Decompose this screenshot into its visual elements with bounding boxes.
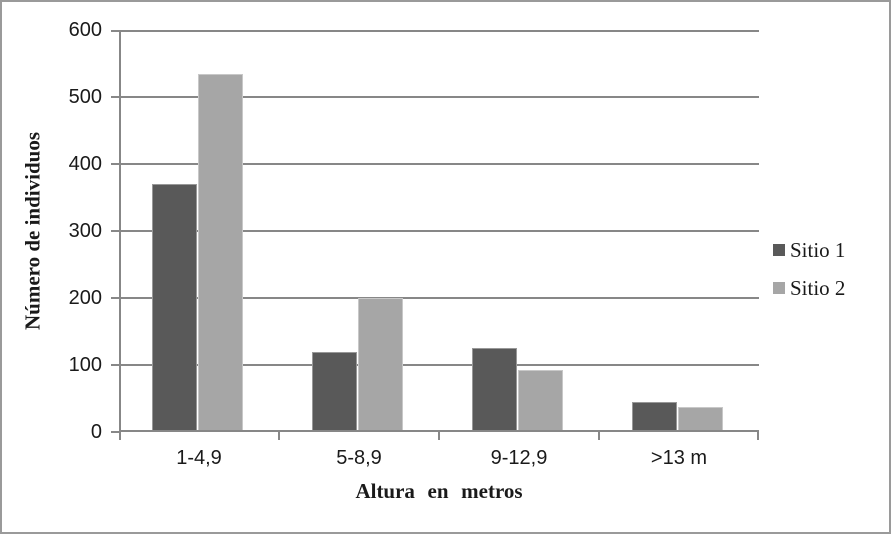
y-axis-tick	[111, 96, 119, 98]
y-axis-tick	[111, 297, 119, 299]
y-axis-tick	[111, 431, 119, 433]
legend: Sitio 1 Sitio 2	[773, 238, 845, 314]
legend-swatch-sitio-2	[773, 282, 785, 294]
y-axis-tick	[111, 30, 119, 32]
bar-sitio-2	[518, 370, 563, 432]
legend-label: Sitio 2	[790, 275, 846, 300]
bar-sitio-1	[632, 401, 677, 432]
x-axis-tick	[438, 432, 440, 440]
y-axis-tick	[111, 230, 119, 232]
bar-sitio-1	[472, 348, 517, 432]
bar-sitio-1	[152, 184, 197, 432]
x-tick-label: 9-12,9	[490, 447, 548, 469]
x-axis-line	[119, 430, 759, 432]
x-axis-tick	[119, 432, 121, 440]
y-axis-line	[119, 30, 121, 432]
plot-area: 0 100 200 300 400 500 600 1-4,9 5-8,9 9-12,9 >13 m	[69, 19, 759, 469]
bar-sitio-1	[312, 351, 357, 432]
y-tick-label: 200	[68, 287, 102, 309]
bar-sitio-2	[678, 406, 723, 432]
legend-label: Sitio 1	[790, 237, 846, 262]
gridline	[119, 364, 759, 366]
y-tick-label: 300	[68, 220, 102, 242]
y-tick-label: 400	[68, 153, 102, 175]
legend-item-sitio-1: Sitio 1	[773, 238, 845, 262]
gridline	[119, 297, 759, 299]
legend-item-sitio-2: Sitio 2	[773, 276, 845, 300]
x-tick-label: >13 m	[650, 447, 708, 469]
x-tick-label: 1-4,9	[176, 447, 222, 469]
x-tick-label: 5-8,9	[336, 447, 382, 469]
gridline	[119, 96, 759, 98]
y-axis-tick	[111, 364, 119, 366]
y-tick-label: 600	[68, 19, 102, 41]
bar-sitio-2	[198, 73, 243, 432]
x-axis-tick	[278, 432, 280, 440]
x-axis-title: Altura en metros	[355, 479, 523, 503]
x-axis-tick	[598, 432, 600, 440]
legend-swatch-sitio-1	[773, 244, 785, 256]
bar-sitio-2	[358, 298, 403, 432]
y-axis-tick	[111, 163, 119, 165]
y-tick-label: 0	[90, 421, 102, 443]
x-axis-tick	[757, 432, 759, 440]
y-tick-label: 500	[68, 86, 102, 108]
y-tick-label: 100	[68, 354, 102, 376]
gridline	[119, 30, 759, 32]
gridline	[119, 230, 759, 232]
gridline	[119, 163, 759, 165]
